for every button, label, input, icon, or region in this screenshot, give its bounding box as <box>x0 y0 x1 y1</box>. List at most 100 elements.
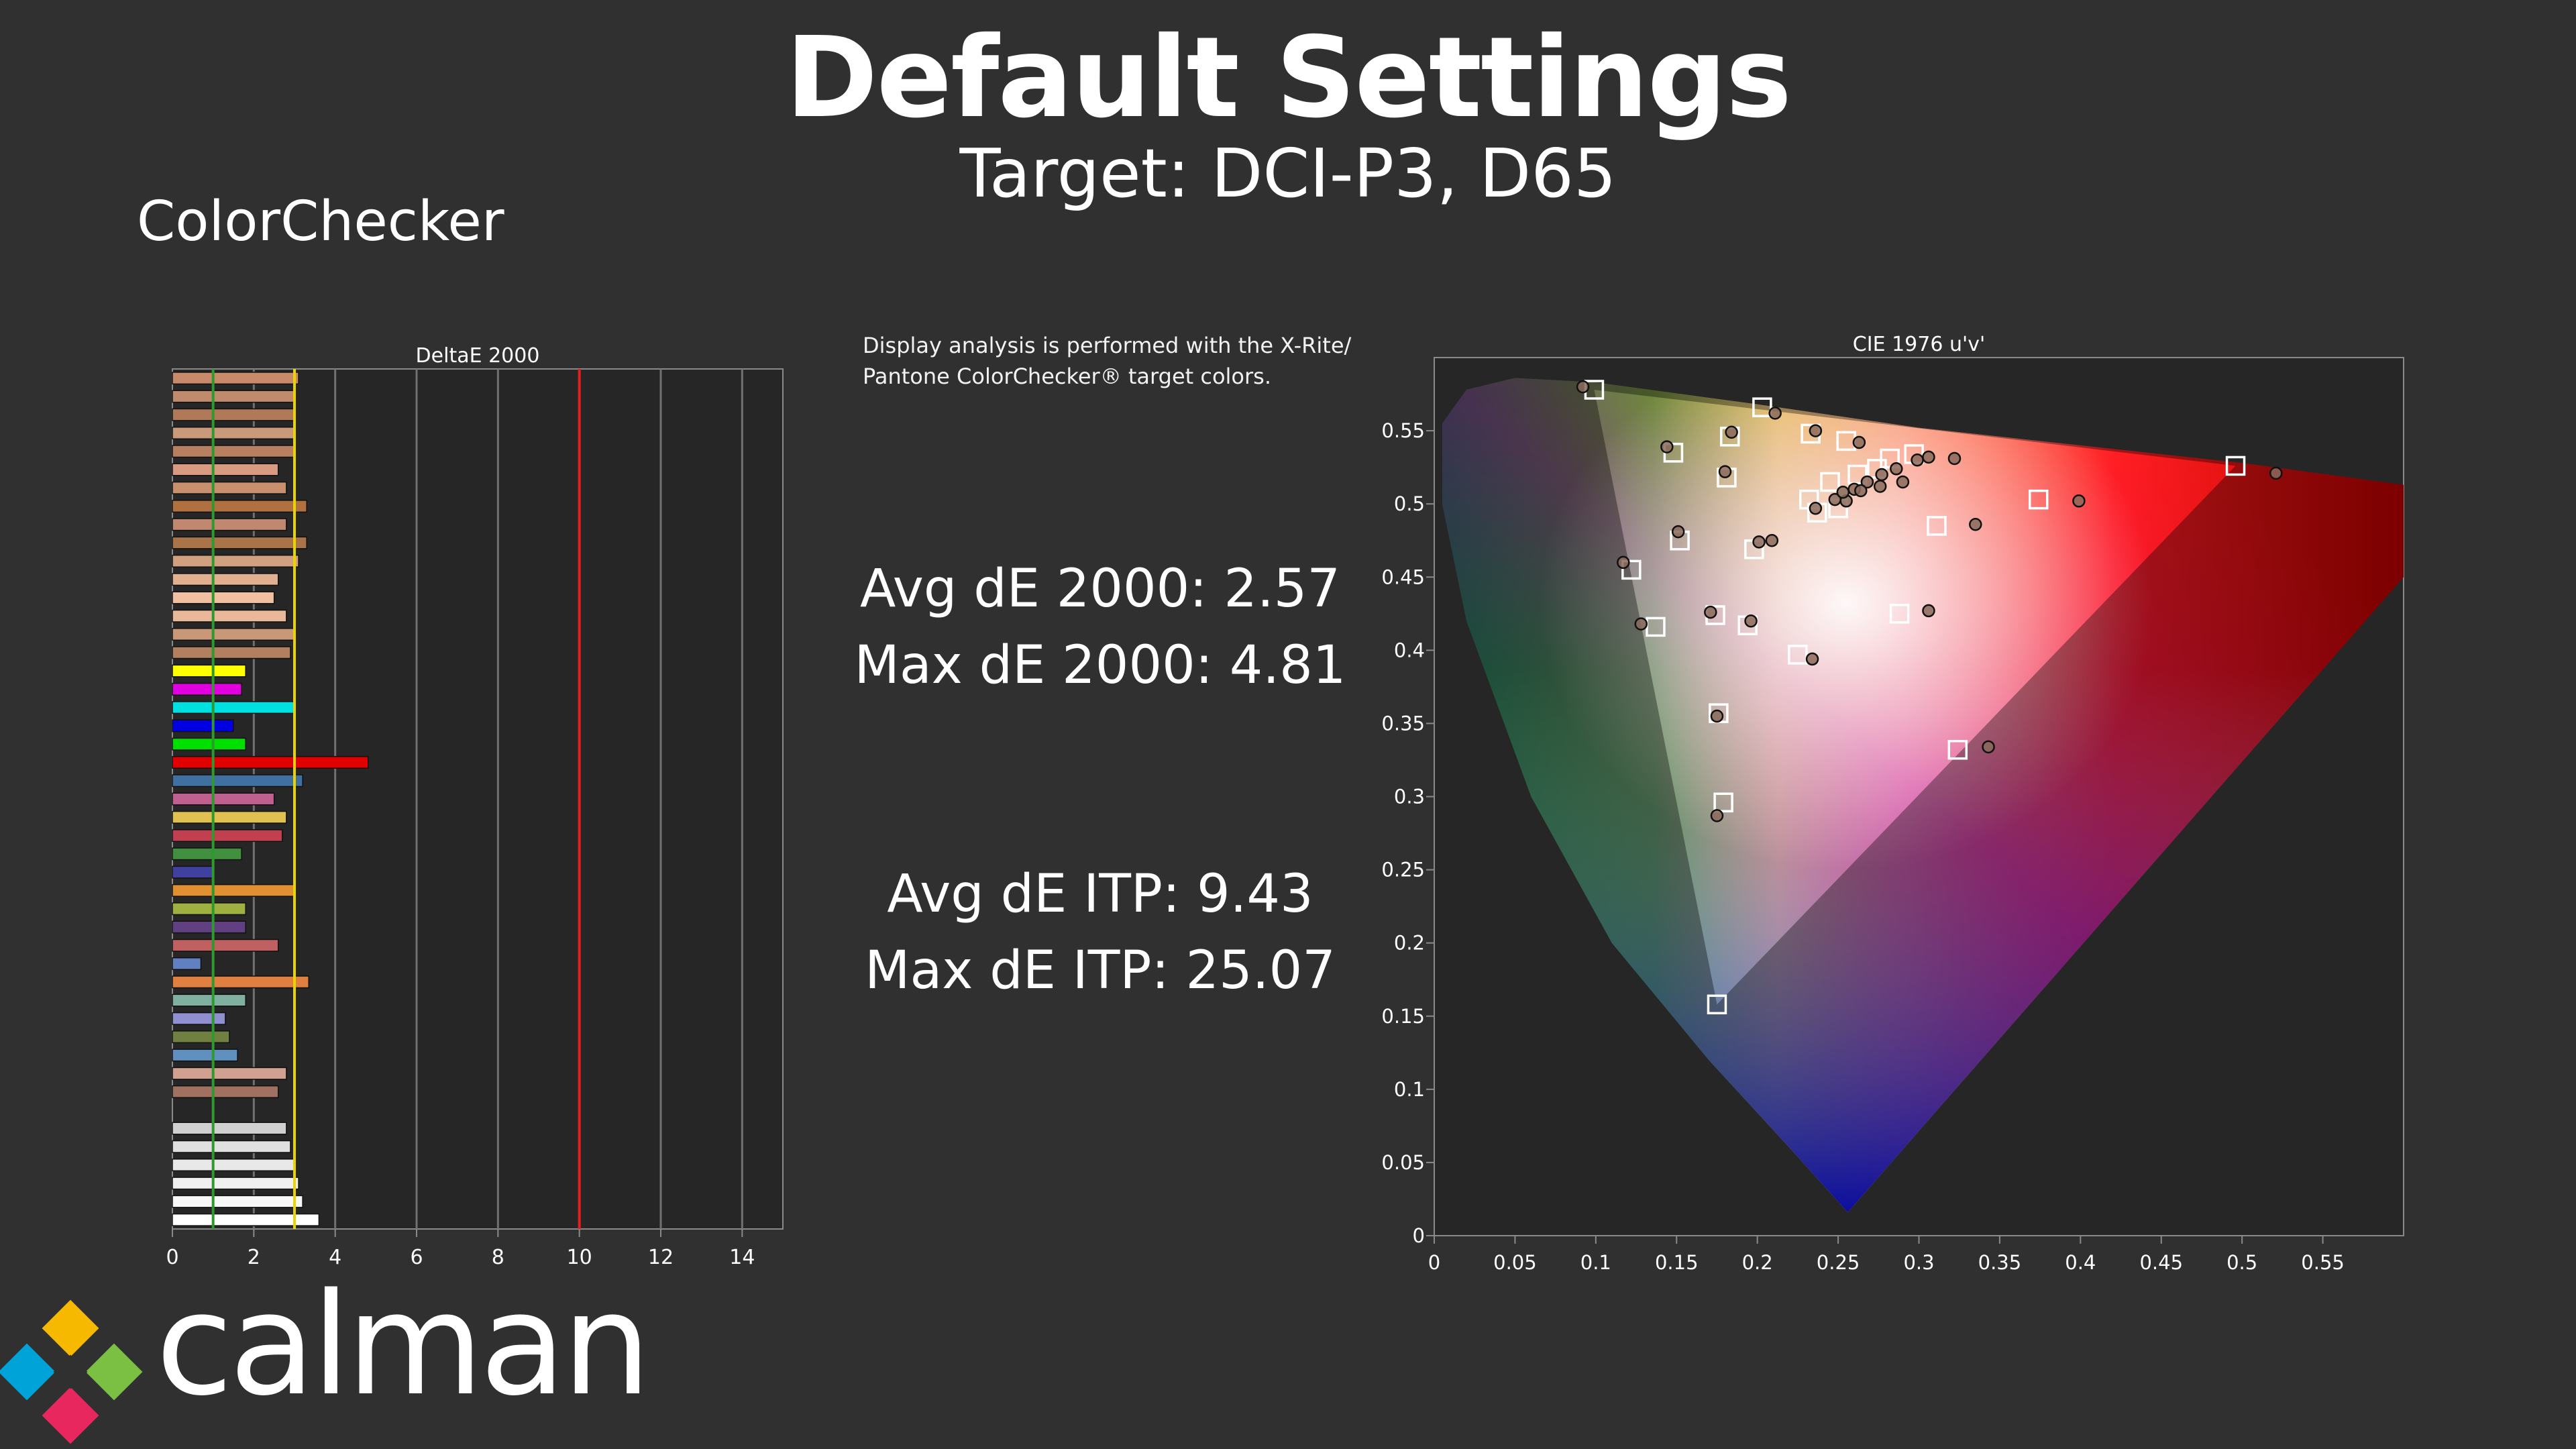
measured-point <box>1982 740 1995 754</box>
measured-point <box>1852 435 1866 449</box>
x-tick-label: 2 <box>248 1246 260 1269</box>
bar <box>172 755 369 769</box>
measured-point <box>1860 475 1874 489</box>
bar <box>172 646 291 659</box>
measured-point <box>1947 451 1962 466</box>
measured-point <box>1809 501 1823 515</box>
measured-point <box>1922 450 1935 464</box>
bar <box>172 1140 291 1153</box>
measured-point <box>1873 480 1887 493</box>
x-tick-label: 8 <box>492 1246 504 1269</box>
measured-point <box>1634 617 1648 631</box>
x-tick-label: 0.55 <box>2301 1251 2345 1274</box>
measured-point <box>1671 525 1685 539</box>
measured-point <box>1922 604 1935 618</box>
y-tick-label: 0.3 <box>1394 786 1425 808</box>
measured-point <box>1704 605 1717 619</box>
bar <box>172 719 234 733</box>
bar <box>172 938 279 952</box>
measured-point <box>1969 517 1982 531</box>
x-tick-label: 0.2 <box>1742 1251 1773 1274</box>
y-tick-label: 0.05 <box>1381 1151 1425 1174</box>
bar <box>172 481 287 494</box>
analysis-note: Display analysis is performed with the X… <box>863 333 1352 389</box>
bar <box>172 994 246 1007</box>
x-tick-label: 0.35 <box>1978 1251 2022 1274</box>
bar <box>172 1085 279 1098</box>
bar <box>172 1030 230 1044</box>
x-tick-label: 0.25 <box>1817 1251 1860 1274</box>
measured-point <box>1752 535 1766 549</box>
bar <box>172 664 246 678</box>
y-tick-label: 0.4 <box>1394 639 1425 661</box>
measured-point <box>1576 380 1590 394</box>
bar <box>172 902 246 916</box>
measured-point <box>1805 652 1819 666</box>
page-subtitle: Target: DCI-P3, D65 <box>959 134 1617 213</box>
target-square <box>2028 489 2049 510</box>
calman-logo-icon <box>0 1299 143 1444</box>
measured-point <box>1744 614 1758 628</box>
bar <box>172 792 275 806</box>
bar <box>172 920 246 934</box>
y-tick-label: 0.35 <box>1381 712 1425 735</box>
bar <box>172 463 279 476</box>
bar <box>172 829 283 843</box>
target-square <box>1947 739 1968 760</box>
section-label: ColorChecker <box>137 190 504 254</box>
target-square <box>1752 397 1772 417</box>
measured-point <box>1710 709 1724 723</box>
target-square <box>2225 455 2246 476</box>
target-square <box>1820 472 1840 492</box>
y-tick-label: 0.45 <box>1381 566 1425 588</box>
y-tick-label: 0.15 <box>1381 1005 1425 1028</box>
avg-de2000-stat: Avg dE 2000: 2.57 <box>859 559 1341 619</box>
x-tick-label: 0 <box>166 1246 178 1269</box>
target-square <box>1621 559 1642 580</box>
bar <box>172 810 287 824</box>
x-tick-label: 10 <box>567 1246 592 1269</box>
target-square <box>1788 645 1808 665</box>
measured-point <box>1836 485 1850 499</box>
measured-point <box>1911 453 1924 467</box>
target-square <box>1889 604 1910 624</box>
y-tick-label: 0.55 <box>1381 419 1425 442</box>
locus-white-point-shade <box>1442 378 2404 1213</box>
bar <box>172 1195 303 1208</box>
target-square <box>1847 464 1868 485</box>
max-itp-stat: Max dE ITP: 25.07 <box>865 941 1336 1001</box>
y-tick-label: 0.1 <box>1394 1078 1425 1101</box>
measured-point <box>1875 468 1888 482</box>
bar <box>172 682 242 696</box>
bar <box>172 591 275 604</box>
bar <box>172 1122 287 1135</box>
bar <box>172 554 299 568</box>
bar <box>172 975 309 989</box>
measured-point <box>2072 494 2086 508</box>
target-square <box>1927 516 1947 536</box>
x-tick-label: 6 <box>410 1246 423 1269</box>
calman-logo-text: calman <box>156 1263 651 1427</box>
x-tick-label: 0.1 <box>1580 1251 1611 1274</box>
measured-point <box>1809 424 1823 437</box>
x-tick-label: 14 <box>729 1246 755 1269</box>
bar <box>172 1049 238 1062</box>
measured-point <box>1768 407 1782 420</box>
page-title: Default Settings <box>785 13 1792 143</box>
out-of-gamut-shade <box>1442 378 2404 1213</box>
bar <box>172 957 202 970</box>
avg-itp-stat: Avg dE ITP: 9.43 <box>887 864 1313 924</box>
bar <box>172 737 246 751</box>
y-tick-label: 0.25 <box>1381 859 1425 881</box>
chart-title: DeltaE 2000 <box>416 344 540 368</box>
y-tick-label: 0.5 <box>1394 492 1425 515</box>
measured-point <box>1617 555 1630 570</box>
bar <box>172 847 242 861</box>
measured-point <box>1660 440 1674 453</box>
bar <box>172 609 287 623</box>
bar <box>172 573 279 586</box>
x-tick-label: 0.15 <box>1655 1251 1699 1274</box>
bar <box>172 500 307 513</box>
x-tick-label: 0.4 <box>2065 1251 2096 1274</box>
